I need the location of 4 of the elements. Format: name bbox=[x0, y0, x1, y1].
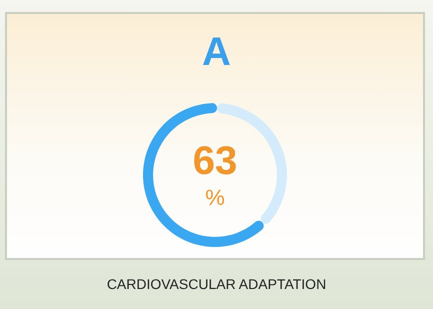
chart-title: A bbox=[201, 30, 232, 75]
data-label: 63 bbox=[192, 139, 238, 184]
text: % bbox=[205, 185, 225, 210]
text: CARDIOVASCULAR ADAPTATION bbox=[106, 276, 328, 292]
